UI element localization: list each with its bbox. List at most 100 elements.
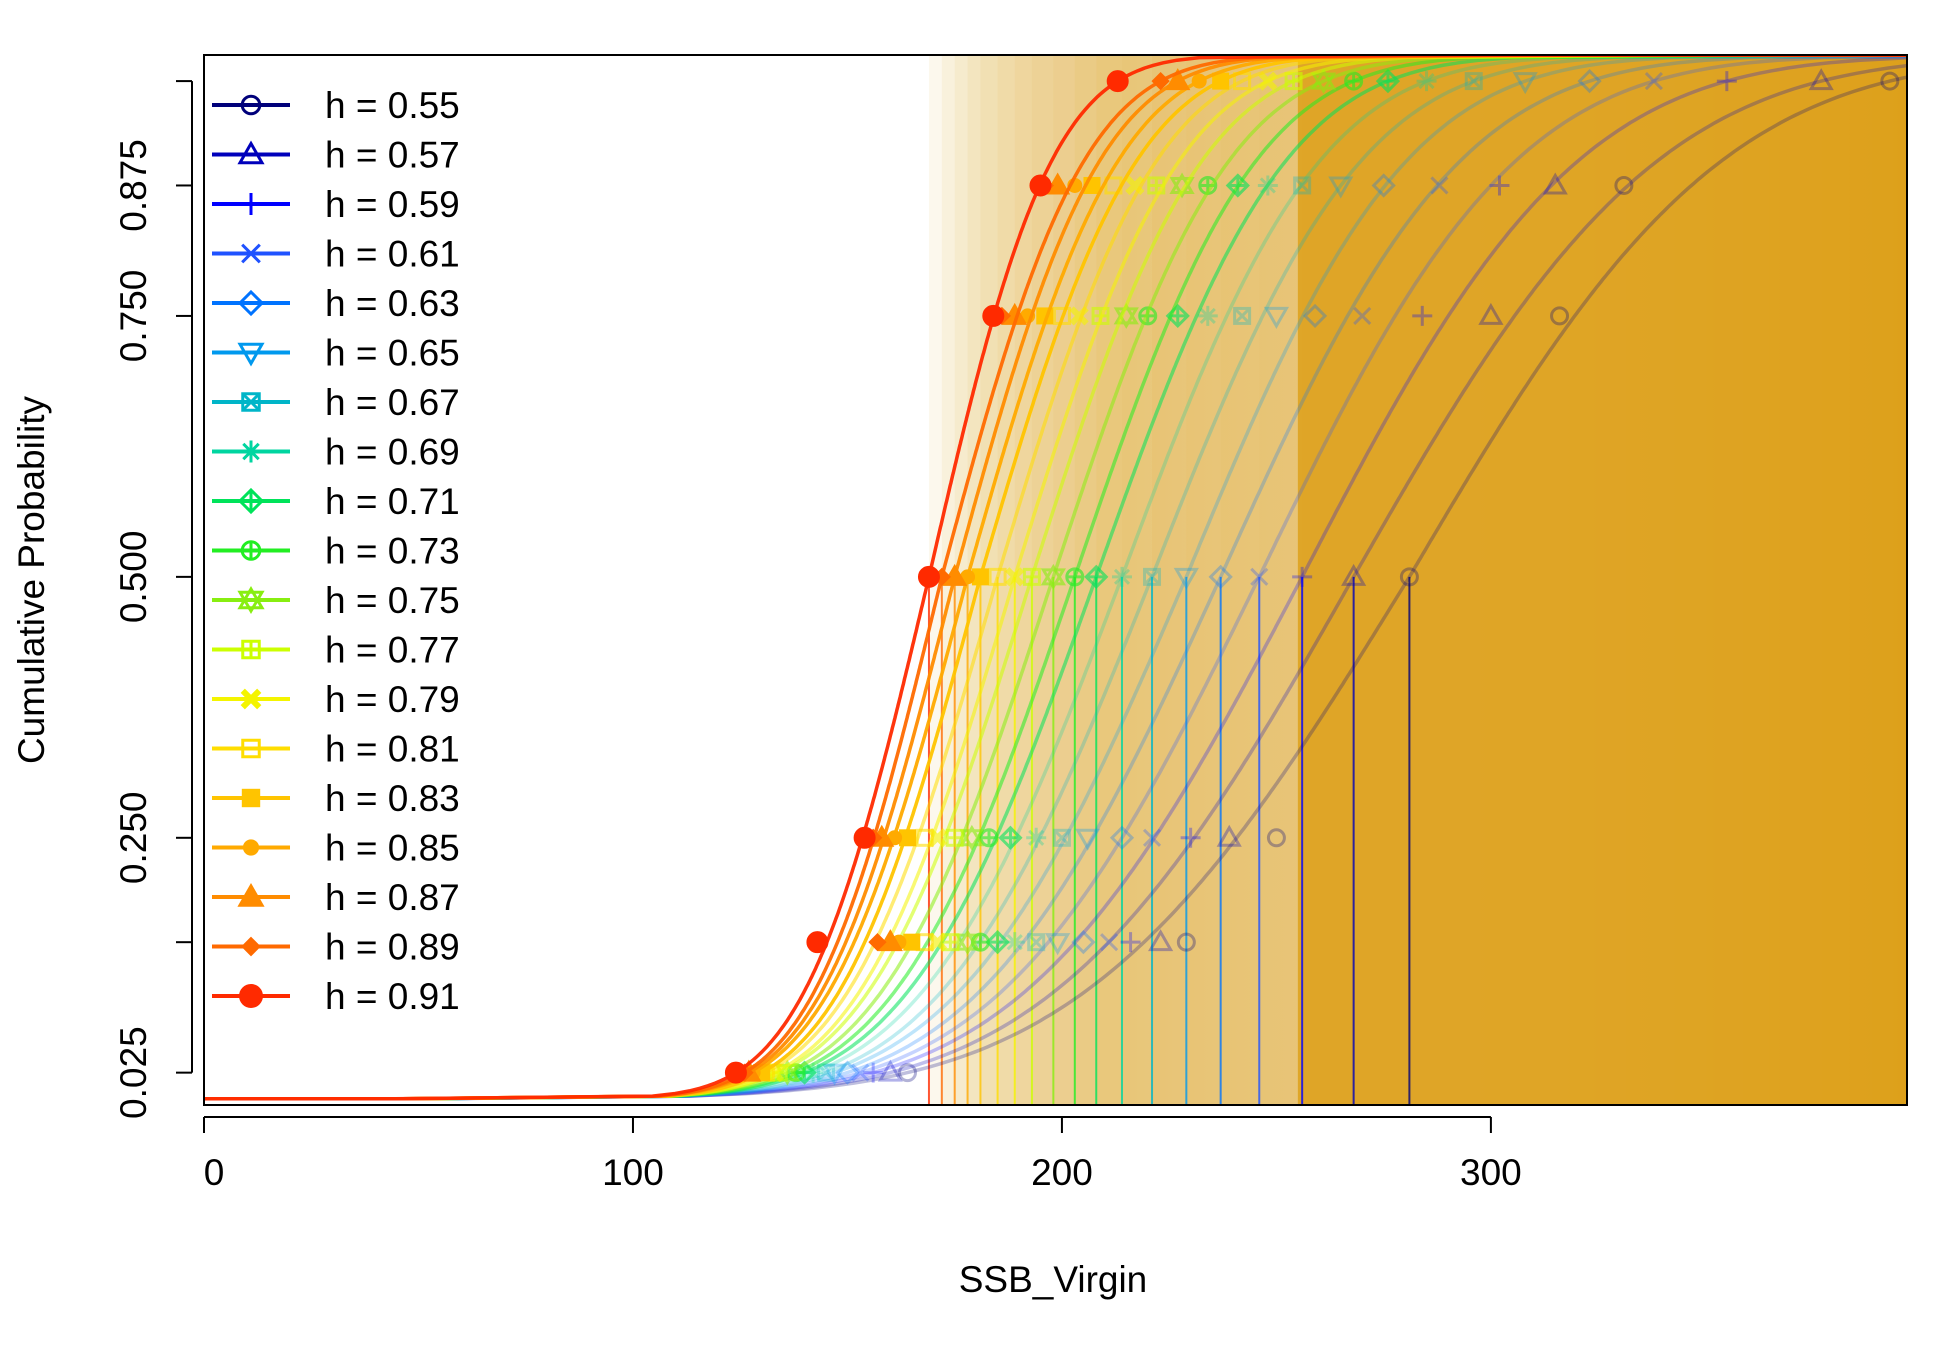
series-point bbox=[1216, 824, 1242, 847]
plot-area bbox=[204, 55, 1907, 1105]
series-point bbox=[1258, 71, 1278, 91]
series-point bbox=[1176, 932, 1196, 952]
legend-label: h = 0.55 bbox=[325, 85, 460, 126]
legend-label: h = 0.83 bbox=[325, 778, 460, 819]
series-point bbox=[1084, 564, 1109, 589]
series-line bbox=[204, 55, 1907, 1101]
legend-label: h = 0.61 bbox=[325, 234, 460, 275]
legend-item: h = 0.57 bbox=[212, 135, 460, 176]
series-line bbox=[204, 55, 1907, 1101]
series-point bbox=[806, 931, 829, 954]
legend-item: h = 0.73 bbox=[212, 531, 460, 572]
legend-label: h = 0.73 bbox=[325, 531, 460, 572]
legend-item: h = 0.81 bbox=[212, 729, 460, 770]
plot-frame bbox=[203, 54, 1908, 1106]
series-point bbox=[959, 824, 985, 851]
series-point bbox=[1489, 175, 1510, 196]
series-point bbox=[1197, 305, 1218, 326]
legend-item: h = 0.89 bbox=[212, 927, 460, 968]
series-point bbox=[971, 568, 989, 586]
legend-item: h = 0.91 bbox=[212, 976, 460, 1017]
legend-item: h = 0.71 bbox=[212, 481, 460, 522]
legend-item: h = 0.55 bbox=[212, 85, 460, 126]
legend-item: h = 0.59 bbox=[212, 184, 460, 225]
y-tick-label: 0.500 bbox=[113, 531, 154, 624]
series-point bbox=[898, 1063, 918, 1083]
legend-marker bbox=[237, 586, 265, 614]
legend-label: h = 0.91 bbox=[325, 976, 460, 1017]
series-point bbox=[1375, 68, 1401, 94]
series-point bbox=[1052, 828, 1071, 847]
series-point bbox=[1004, 932, 1025, 953]
series-point bbox=[1577, 68, 1602, 94]
series-point bbox=[1399, 567, 1419, 587]
legend-label: h = 0.67 bbox=[325, 382, 460, 423]
series-point bbox=[1165, 68, 1191, 91]
series-line bbox=[204, 63, 1907, 1101]
series-point bbox=[1045, 933, 1071, 956]
legend-marker bbox=[240, 193, 262, 215]
series-point bbox=[1464, 72, 1483, 91]
legend-label: h = 0.71 bbox=[325, 481, 460, 522]
legend-item: h = 0.67 bbox=[212, 382, 460, 423]
series-point bbox=[1808, 68, 1834, 91]
series-point bbox=[1542, 172, 1568, 195]
legend-marker bbox=[241, 392, 261, 412]
legend-item: h = 0.85 bbox=[212, 828, 460, 869]
series-line bbox=[204, 55, 1907, 1101]
series-point bbox=[1266, 828, 1286, 848]
series-point bbox=[1027, 933, 1046, 952]
x-axis: 0 100 200 300 bbox=[203, 1116, 1522, 1193]
legend-marker bbox=[242, 839, 260, 856]
series-point bbox=[1100, 933, 1119, 952]
series-point bbox=[1120, 932, 1141, 953]
series-point bbox=[945, 828, 964, 847]
legend-marker bbox=[237, 487, 265, 515]
legend-item: h = 0.77 bbox=[212, 630, 460, 671]
legend-label: h = 0.89 bbox=[325, 927, 460, 968]
legend-label: h = 0.75 bbox=[325, 580, 460, 621]
series-point bbox=[724, 1061, 747, 1084]
series-line bbox=[204, 55, 1907, 1101]
series-point bbox=[985, 930, 1010, 955]
legend-marker bbox=[241, 639, 261, 660]
series-point bbox=[1293, 176, 1312, 195]
series-point bbox=[1430, 176, 1449, 195]
series-point bbox=[1512, 72, 1538, 95]
series-point bbox=[1550, 306, 1570, 326]
series-point bbox=[917, 565, 940, 588]
series-point bbox=[1151, 71, 1170, 91]
series-point bbox=[1109, 825, 1135, 850]
x-tick-label: 200 bbox=[1031, 1152, 1093, 1193]
series-point bbox=[1026, 827, 1047, 848]
series-curves bbox=[204, 55, 1907, 1101]
series-point bbox=[903, 933, 921, 951]
series-point bbox=[853, 826, 876, 849]
series-point bbox=[899, 829, 917, 847]
legend-label: h = 0.77 bbox=[325, 630, 460, 671]
series-line bbox=[204, 55, 1907, 1101]
series-point bbox=[1040, 563, 1066, 590]
series-point bbox=[863, 1062, 884, 1083]
series-point bbox=[868, 933, 887, 952]
series-point bbox=[1292, 566, 1313, 587]
series-point bbox=[1106, 70, 1129, 93]
legend-item: h = 0.63 bbox=[212, 283, 460, 324]
legend-marker bbox=[240, 94, 262, 116]
series-point bbox=[1022, 567, 1041, 586]
legend-label: h = 0.85 bbox=[325, 828, 460, 869]
series-point bbox=[1614, 175, 1634, 195]
series-point bbox=[1180, 827, 1201, 848]
series-point bbox=[1716, 71, 1737, 92]
series-point bbox=[1148, 929, 1174, 952]
series-point bbox=[1412, 305, 1433, 326]
series-point bbox=[1310, 68, 1337, 95]
legend-marker bbox=[241, 936, 261, 957]
legend-marker bbox=[237, 289, 265, 317]
series-point bbox=[1029, 174, 1052, 197]
median-lines bbox=[927, 576, 1411, 1105]
legend-marker bbox=[241, 738, 261, 759]
x-axis-label: SSB_Virgin bbox=[959, 1259, 1148, 1300]
legend-label: h = 0.81 bbox=[325, 729, 460, 770]
series-point bbox=[979, 828, 999, 848]
